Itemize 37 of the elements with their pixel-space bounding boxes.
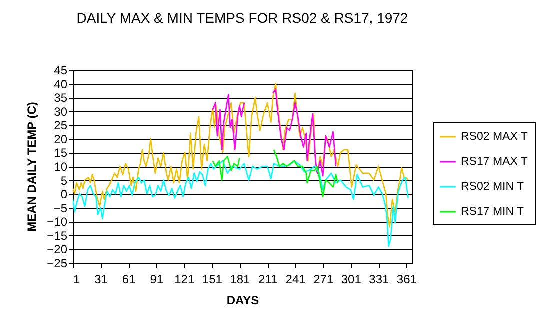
x-tick-label: 331: [369, 272, 390, 286]
x-tick-label: 211: [258, 272, 278, 286]
y-axis-title: MEAN DAILY TEMP (C): [25, 102, 40, 232]
x-tick-label: 91: [150, 272, 164, 286]
legend-label: RS02 MAX T: [461, 131, 528, 143]
x-tick-label: 61: [122, 272, 136, 286]
y-tick-label: −5: [54, 201, 68, 216]
x-tick-label: 241: [286, 272, 306, 286]
x-tick-label: 121: [174, 272, 195, 286]
y-tick-label: 20: [54, 132, 68, 146]
y-tick-label: 25: [54, 118, 68, 133]
y-tick-label: 40: [54, 77, 68, 92]
y-tick-label: 45: [54, 64, 68, 78]
x-tick-label: 1: [74, 272, 80, 286]
y-tick-label: 30: [54, 104, 68, 119]
x-tick-label: 271: [314, 272, 334, 286]
x-tick-label: 181: [230, 272, 251, 286]
x-tick-label: 301: [341, 272, 362, 286]
y-tick-label: −15: [47, 228, 68, 243]
chart-title: DAILY MAX & MIN TEMPS FOR RS02 & RS17, 1972: [76, 10, 408, 26]
legend-label: RS17 MIN T: [461, 206, 524, 218]
legend-label: RS17 MAX T: [461, 156, 528, 168]
y-tick-label: 0: [60, 188, 68, 202]
line-series: [73, 83, 409, 228]
legend-label: RS02 MIN T: [461, 181, 524, 193]
x-tick-label: 361: [396, 272, 418, 286]
x-tick-label: 31: [94, 272, 108, 286]
x-tick-label: 151: [202, 272, 223, 286]
x-axis-title: DAYS: [226, 294, 260, 308]
y-tick-label: 15: [54, 146, 68, 160]
y-tick-label: −10: [47, 215, 68, 230]
y-tick-label: 35: [54, 91, 68, 106]
y-tick-label: −25: [47, 256, 68, 270]
y-tick-label: 10: [54, 160, 68, 174]
y-tick-label: −20: [47, 242, 68, 257]
line-series: [73, 160, 409, 248]
y-tick-label: 5: [60, 174, 68, 188]
